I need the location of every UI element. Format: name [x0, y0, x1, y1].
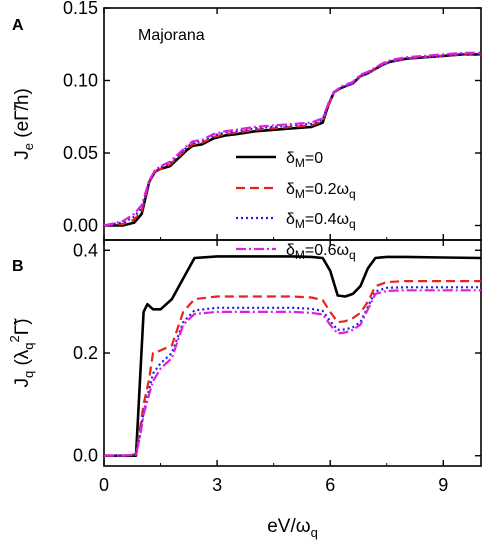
y-axis-label: Je (eΓ̃/h) — [12, 88, 36, 160]
series-line-2 — [104, 286, 481, 457]
x-axis-label: eV/ωq — [267, 516, 318, 540]
plot-frame — [103, 239, 482, 467]
series-line-2 — [103, 53, 481, 227]
panel-b: 0 3 6 9 0.0 0.2 0.4 Jq (λq2Γ̃) eV/ωq — [7, 239, 482, 540]
legend: δM=0 δM=0.2ωq δM=0.4ωq δM=0.6ωq — [236, 150, 356, 262]
panel-a-letter: A — [12, 17, 24, 34]
y-tick-label: 0.10 — [63, 71, 98, 91]
x-tick-label: 3 — [212, 475, 222, 495]
series-line-1 — [104, 280, 481, 457]
series-line-3 — [103, 51, 481, 227]
y-tick-label: 0.05 — [63, 143, 98, 163]
y-tick-label: 0.00 — [63, 216, 98, 236]
legend-label-0: δM=0 — [286, 150, 323, 170]
panel-b-letter: B — [12, 258, 24, 275]
legend-label-3: δM=0.6ωq — [286, 242, 356, 262]
y-tick-label: 0.4 — [73, 240, 98, 260]
legend-label-1: δM=0.2ωq — [286, 181, 356, 201]
series-line-1 — [103, 53, 481, 227]
y-axis-label: Jq (λq2Γ̃) — [7, 318, 36, 388]
series-line-3 — [104, 289, 481, 457]
legend-label-2: δM=0.4ωq — [286, 211, 356, 231]
y-tick-label: 0.0 — [73, 446, 98, 466]
panel-a-annotation: Majorana — [138, 27, 205, 44]
series-line-0 — [104, 255, 482, 457]
y-tick-label: 0.2 — [73, 343, 98, 363]
x-tick-label: 0 — [99, 475, 109, 495]
series-line-0 — [104, 53, 481, 227]
x-tick-label: 9 — [438, 475, 448, 495]
x-tick-label: 6 — [325, 475, 335, 495]
y-tick-label: 0.15 — [63, 0, 98, 18]
